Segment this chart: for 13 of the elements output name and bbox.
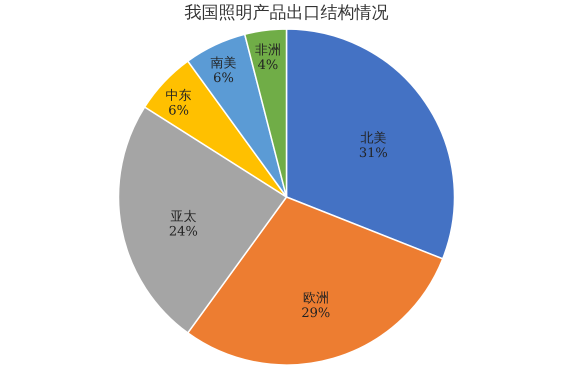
data-label: 6% bbox=[168, 104, 189, 119]
data-label: 4% bbox=[258, 58, 278, 74]
slice-label: 南美 bbox=[210, 55, 236, 72]
slice-label: 非洲 bbox=[254, 43, 281, 58]
slice-label: 亚太 bbox=[170, 210, 196, 225]
data-label: 24% bbox=[168, 224, 198, 240]
data-label: 31% bbox=[358, 146, 388, 161]
slice-label: 欧洲 bbox=[302, 290, 329, 306]
chart-title: 我国照明产品出口结构情况 bbox=[184, 3, 388, 23]
slice-label: 北美 bbox=[360, 130, 386, 146]
data-label: 29% bbox=[301, 306, 330, 321]
slice-label: 中东 bbox=[166, 88, 192, 104]
data-label: 6% bbox=[213, 71, 234, 86]
